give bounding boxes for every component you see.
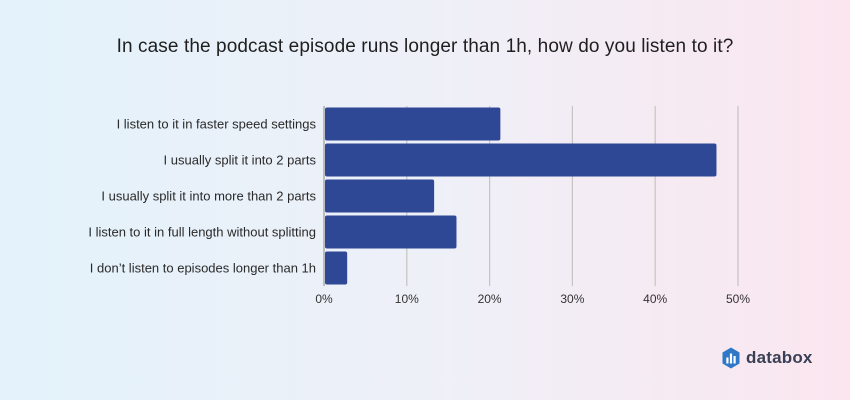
- brand-logo: databox: [722, 345, 813, 371]
- chart-title: In case the podcast episode runs longer …: [116, 36, 734, 57]
- x-tick-label: 30%: [560, 292, 584, 306]
- brand-name: databox: [746, 348, 813, 367]
- x-axis-tick-labels: 0% 10% 20% 30% 40% 50%: [315, 292, 750, 306]
- x-tick-label: 0%: [315, 292, 333, 306]
- category-label: I listen to it in faster speed settings: [117, 117, 317, 132]
- bar: [325, 179, 435, 213]
- x-tick-label: 20%: [478, 292, 502, 306]
- bar: [325, 143, 717, 177]
- category-label: I usually split it into 2 parts: [164, 153, 317, 168]
- bar: [325, 215, 457, 249]
- bars: [325, 107, 717, 285]
- x-tick-label: 50%: [726, 292, 750, 306]
- category-label: I listen to it in full length without sp…: [88, 225, 316, 240]
- bar: [325, 107, 501, 141]
- category-label: I usually split it into more than 2 part…: [101, 189, 316, 204]
- databox-logo-icon: [722, 347, 740, 369]
- x-tick-label: 10%: [395, 292, 419, 306]
- category-label: I don’t listen to episodes longer than 1…: [90, 261, 316, 276]
- x-tick-label: 40%: [643, 292, 667, 306]
- category-labels: I listen to it in faster speed settings I…: [88, 117, 316, 276]
- bar: [325, 251, 348, 285]
